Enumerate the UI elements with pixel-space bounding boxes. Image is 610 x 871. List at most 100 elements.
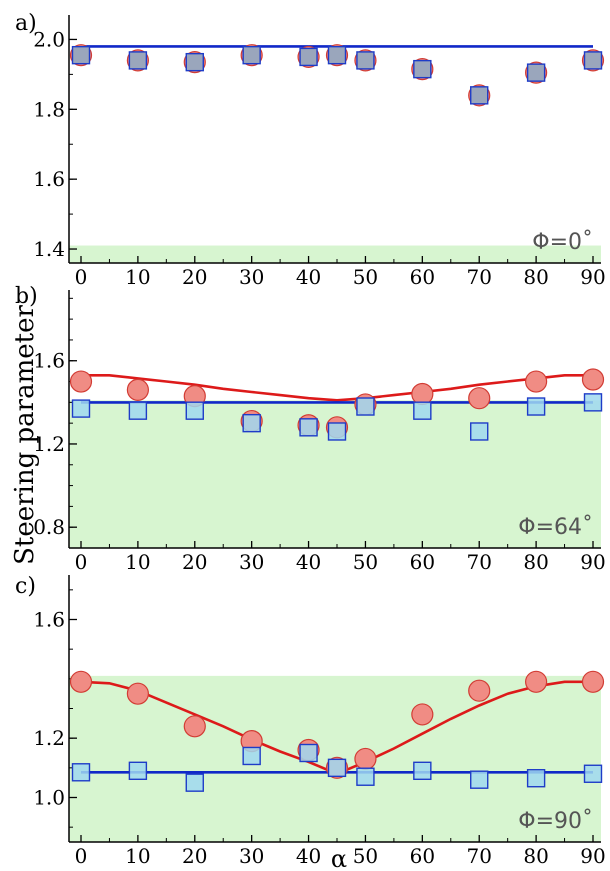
panel-1-x-tick-label: 20 (182, 265, 207, 289)
panel-2-square-point (583, 393, 603, 412)
panel-1-square-point (356, 51, 375, 70)
panel-1-y-tick-label: 1.4 (33, 237, 65, 261)
panel-1-square-point (526, 63, 546, 82)
panel-3-square-point (299, 743, 318, 763)
panel-1-square-point (413, 59, 432, 79)
panel-2-circle-point (69, 370, 93, 393)
panel-3-x-tick-label: 50 (353, 844, 378, 868)
x-axis-label: α (331, 845, 347, 871)
panel-2-square-point (413, 401, 432, 420)
panel-1-x-tick-label: 60 (410, 265, 435, 289)
panel-1-square-point (128, 51, 148, 70)
panel-3-circle-point (354, 747, 377, 771)
panel-3-x-tick-label: 80 (523, 844, 548, 868)
panel-2-x-tick-label: 60 (410, 550, 435, 574)
panel-1-x-tick-label: 10 (125, 265, 150, 289)
panel-3-x-tick-label: 70 (466, 844, 491, 868)
panel-1-label: a) (15, 11, 37, 36)
panel-2-square-point (71, 399, 91, 418)
panel-2-square-point (470, 422, 489, 441)
panel-1: 1.4 1.6 1.8 2.0 0 10 20 30 40 50 60 70 80 90 a) Φ=0˚ (15, 11, 606, 289)
panel-3-y-tick-label: 1.6 (33, 608, 65, 632)
panel-2-phi-label: Φ=64˚ (518, 515, 593, 540)
panel-2-circle-point (411, 382, 434, 406)
panel-3-x-tick-label: 60 (410, 844, 435, 868)
panel-3-circle-point (525, 670, 548, 693)
panel-2-square-point (242, 413, 261, 433)
panel-1-square-point (583, 51, 603, 70)
panel-3-x-tick-label: 20 (182, 844, 207, 868)
panel-2: 0.8 1.2 1.6 0 10 20 30 40 50 60 70 80 90 b) Φ=64˚ (15, 284, 606, 574)
panel-2-x-tick-label: 70 (466, 550, 491, 574)
panel-3-circle-point (468, 679, 491, 702)
panel-3-square-point (128, 761, 148, 780)
panel-1-square-point (185, 52, 204, 72)
panel-3-circle-point (69, 670, 93, 693)
panel-2-circle-point (126, 378, 149, 401)
panel-1-square-point (299, 47, 318, 67)
panel-3: 1.0 1.2 1.6 0 10 20 30 40 50 60 70 80 90 c) Φ=90˚ (15, 574, 606, 868)
panel-2-x-tick-label: 30 (239, 550, 264, 574)
panel-1-y-tick-label: 1.6 (33, 167, 65, 191)
panel-3-x-tick-label: 10 (125, 844, 150, 868)
panel-3-square-point (526, 769, 546, 788)
panel-2-y-tick-label: 1.2 (33, 432, 65, 456)
panel-2-square-point (356, 397, 375, 416)
panel-3-square-point (185, 773, 204, 792)
panel-2-x-tick-label: 90 (580, 550, 605, 574)
panel-2-x-tick-label: 80 (523, 550, 548, 574)
panel-3-x-tick-label: 0 (75, 844, 88, 868)
panel-2-square-point (327, 422, 347, 441)
panel-2-square-point (299, 418, 318, 437)
panel-3-circle-point (581, 670, 605, 693)
panel-1-y-tick-label: 1.8 (33, 97, 65, 121)
panel-3-square-point (71, 763, 91, 782)
panel-1-square-point (242, 45, 261, 65)
panel-1-x-tick-label: 0 (75, 265, 88, 289)
panel-3-label: c) (15, 574, 36, 599)
panel-3-circle-point (411, 703, 434, 726)
panel-3-y-tick-label: 1.2 (33, 726, 65, 750)
panel-2-square-point (526, 397, 546, 416)
panel-1-x-tick-label: 70 (466, 265, 491, 289)
panel-2-circle-point (525, 370, 548, 393)
panel-1-square-point (327, 45, 347, 65)
panel-3-square-point (470, 770, 489, 789)
panel-2-square-point (128, 401, 148, 420)
panel-2-x-tick-label: 0 (75, 550, 88, 574)
panel-1-y-tick-label: 2.0 (33, 27, 65, 51)
panel-3-square-point (327, 758, 347, 778)
panel-3-square-point (413, 761, 432, 780)
panel-2-x-tick-label: 20 (182, 550, 207, 574)
panel-3-square-point (583, 764, 603, 783)
panel-3-x-tick-label: 90 (580, 844, 605, 868)
panel-1-x-tick-label: 90 (580, 265, 605, 289)
panel-2-square-point (185, 401, 204, 420)
panel-2-circle-point (468, 387, 491, 410)
panel-2-fit-red-line (81, 373, 593, 402)
panel-3-x-tick-label: 40 (296, 844, 321, 868)
panel-1-x-tick-label: 40 (296, 265, 321, 289)
panel-3-circle-point (183, 715, 206, 738)
panel-1-square-point (71, 45, 91, 65)
panel-3-square-point (356, 767, 375, 786)
y-axis-label: Steering parameter (10, 305, 40, 565)
panel-2-x-tick-label: 10 (125, 550, 150, 574)
panel-3-x-tick-label: 30 (239, 844, 264, 868)
panel-2-y-tick-label: 0.8 (33, 515, 65, 539)
panel-2-x-tick-label: 40 (296, 550, 321, 574)
panel-2-y-tick-label: 1.6 (33, 349, 65, 373)
panel-1-phi-label: Φ=0˚ (532, 230, 593, 255)
panel-3-phi-label: Φ=90˚ (518, 809, 593, 834)
panel-1-square-point (470, 86, 489, 105)
panel-2-x-tick-label: 50 (353, 550, 378, 574)
panel-1-x-tick-label: 50 (353, 265, 378, 289)
panel-2-circle-point (581, 368, 605, 391)
panel-2-label: b) (15, 284, 38, 309)
panel-3-y-tick-label: 1.0 (33, 786, 65, 810)
panel-1-region (69, 245, 601, 263)
panel-3-circle-point (126, 682, 149, 705)
panel-1-x-tick-label: 80 (523, 265, 548, 289)
panel-1-x-tick-label: 30 (239, 265, 264, 289)
